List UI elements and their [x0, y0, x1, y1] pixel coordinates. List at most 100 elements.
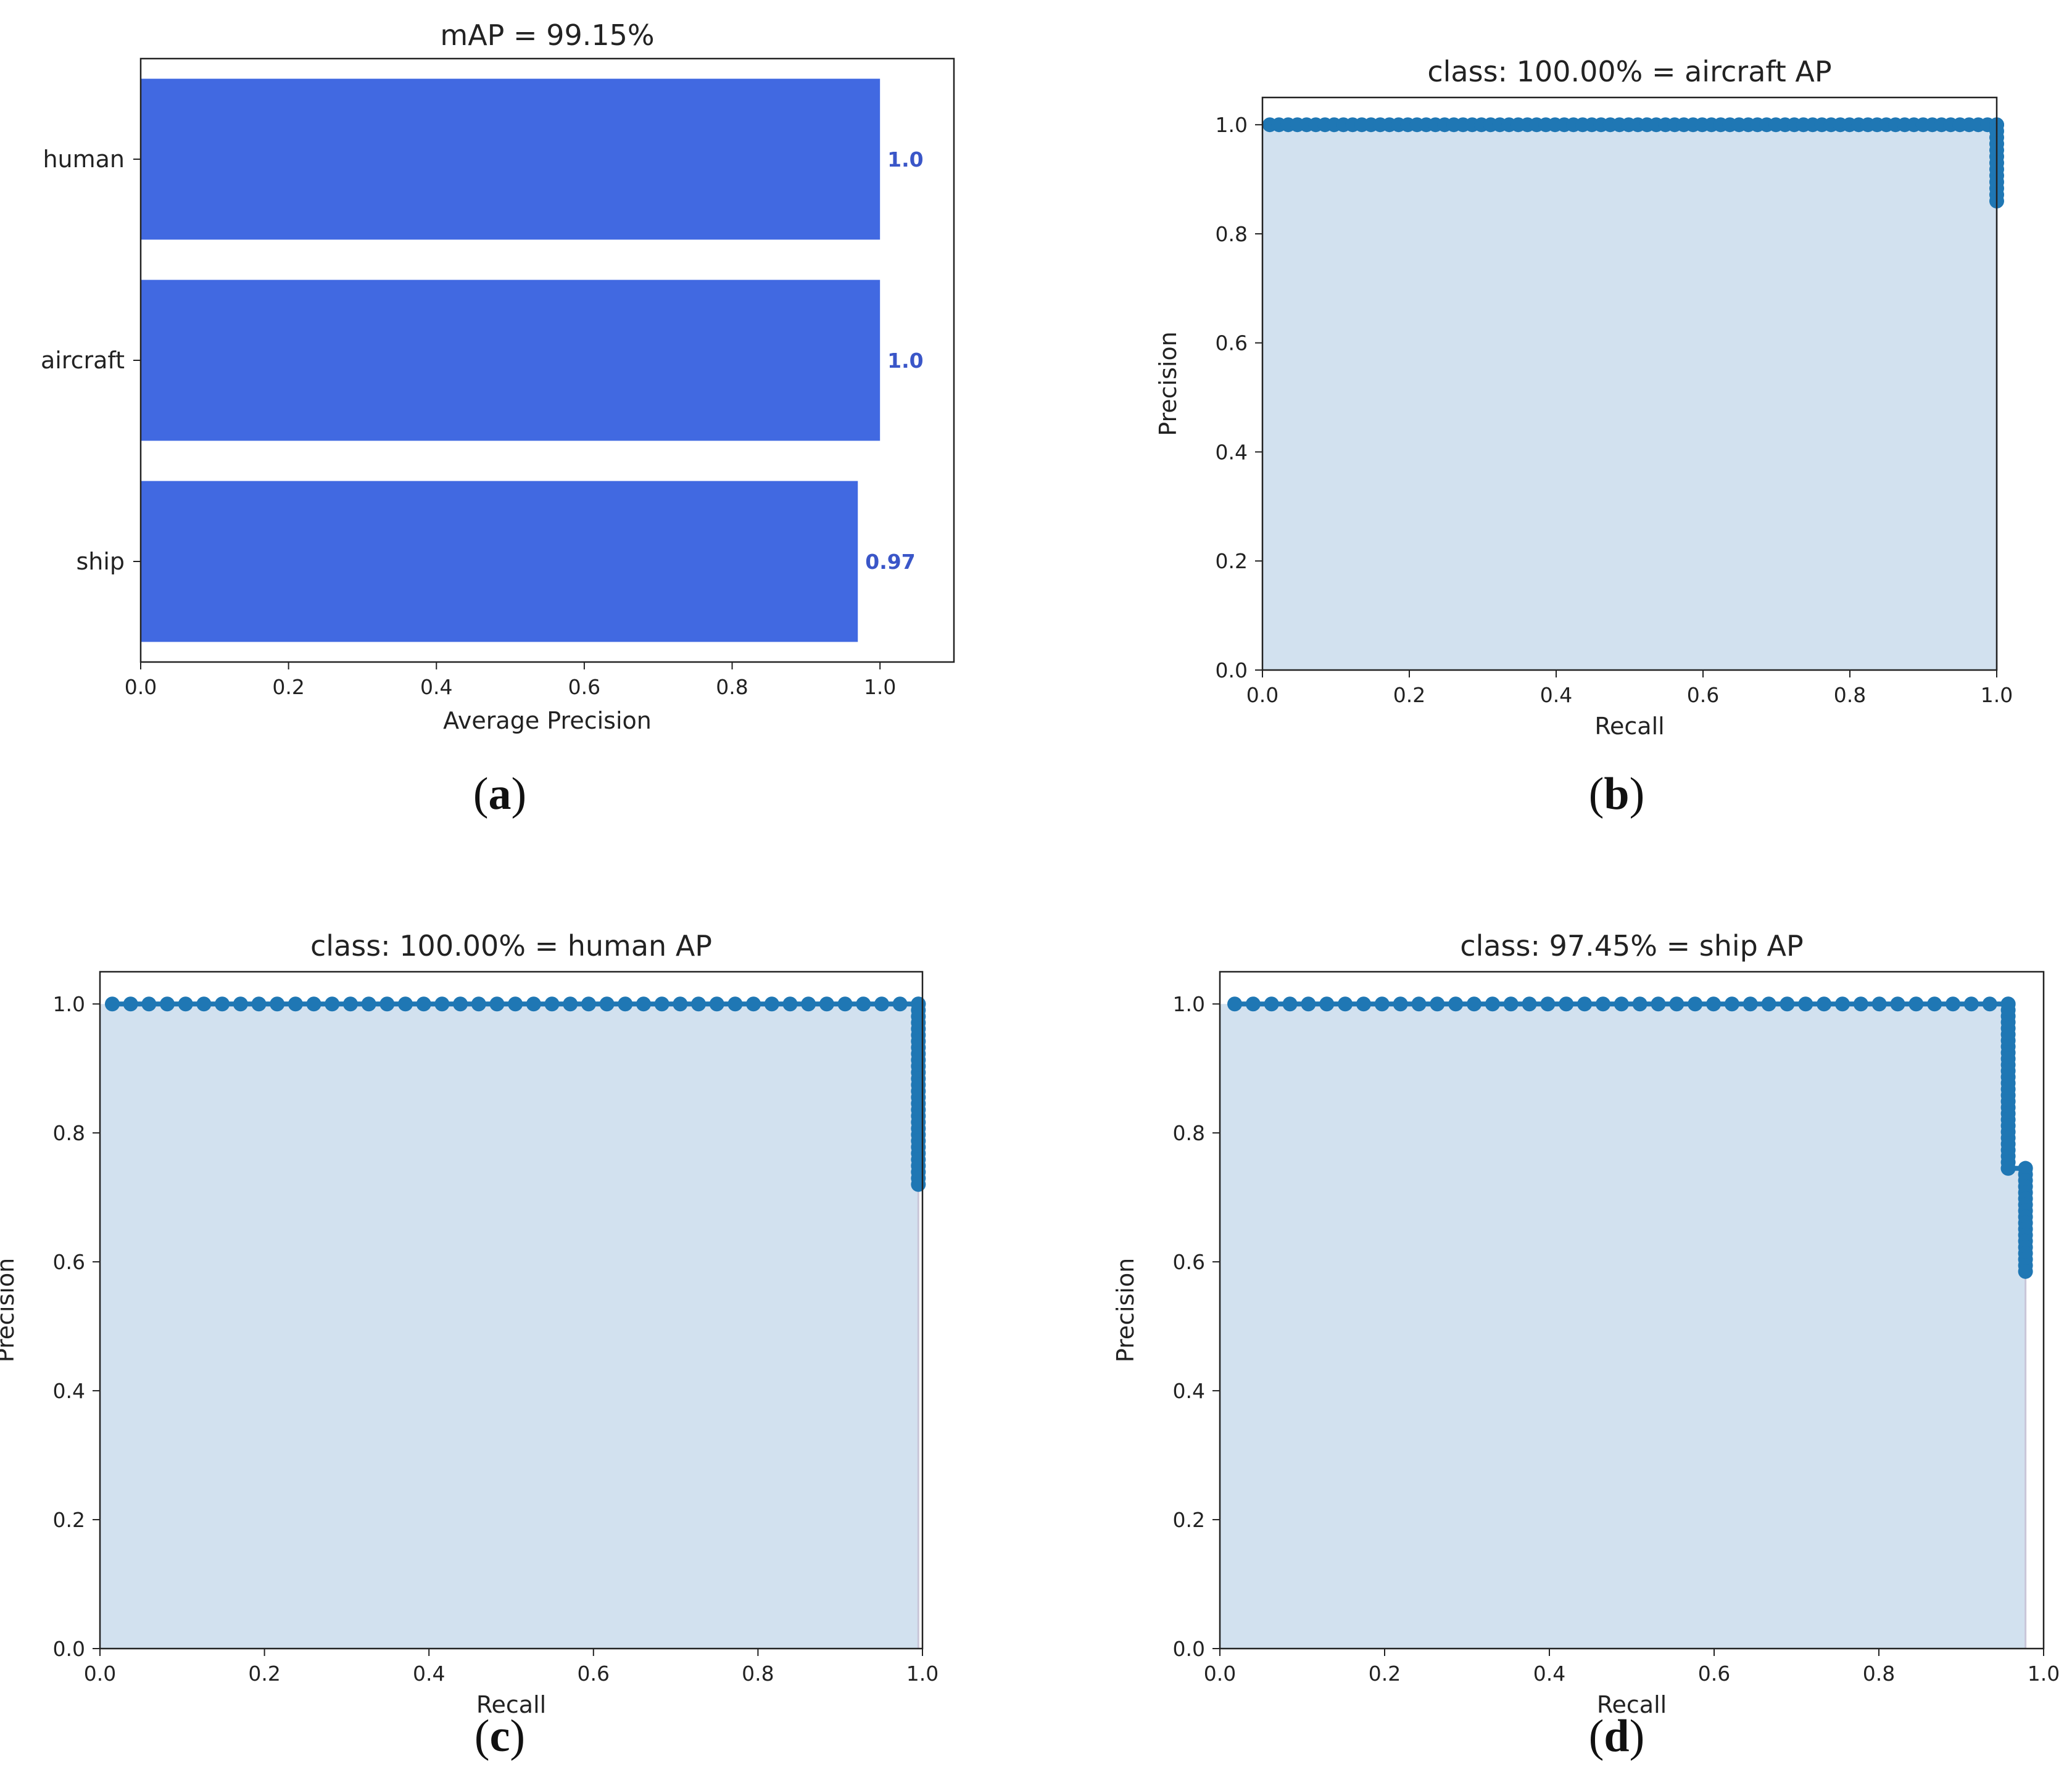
y-tick-label: 0.4	[1173, 1379, 1205, 1403]
pr-marker	[1871, 996, 1887, 1012]
y-tick-label: 0.2	[1216, 549, 1248, 573]
pr-marker	[1245, 996, 1261, 1012]
pr-marker	[508, 996, 523, 1012]
y-tick-label: aircraft	[41, 347, 125, 374]
caption-a: (a)	[473, 769, 527, 819]
pr-marker	[1688, 996, 1703, 1012]
pr-marker	[1927, 996, 1942, 1012]
pr-marker	[1411, 996, 1427, 1012]
pr-marker	[746, 996, 761, 1012]
x-tick-label: 0.2	[272, 675, 304, 699]
x-tick-label: 0.2	[1393, 683, 1425, 707]
y-tick-label: 0.6	[1173, 1250, 1205, 1274]
x-tick-label: 0.0	[1204, 1662, 1236, 1686]
x-tick-label: 0.4	[413, 1662, 445, 1686]
y-tick-label: 0.6	[53, 1250, 85, 1274]
pr-marker	[1485, 996, 1500, 1012]
x-tick-label: 0.6	[568, 675, 600, 699]
plot-frame	[99, 971, 924, 1650]
pr-marker	[453, 996, 468, 1012]
pr-marker	[1264, 996, 1279, 1012]
pr-marker	[196, 996, 212, 1012]
y-axis-label: Precision	[1112, 1258, 1139, 1363]
pr-marker	[1227, 996, 1243, 1012]
pr-marker	[837, 996, 853, 1012]
x-tick-label: 0.8	[742, 1662, 774, 1686]
pr-marker	[2018, 1264, 2033, 1279]
y-tick-label: 0.4	[1216, 440, 1248, 464]
bar-value-label: 1.0	[887, 349, 923, 373]
pr-marker	[636, 996, 651, 1012]
x-tick-label: 0.4	[1540, 683, 1572, 707]
pr-marker	[618, 996, 633, 1012]
pr-marker	[489, 996, 505, 1012]
pr-marker	[801, 996, 816, 1012]
x-tick-label: 1.0	[864, 675, 896, 699]
pr-marker	[1798, 996, 1813, 1012]
y-tick-label: 0.8	[53, 1121, 85, 1145]
bar-value-label: 1.0	[887, 147, 923, 172]
pr-marker	[1651, 996, 1666, 1012]
pr-marker	[1780, 996, 1795, 1012]
pr-marker	[1706, 996, 1722, 1012]
pr-marker	[1559, 996, 1574, 1012]
y-tick-label: 0.2	[1173, 1508, 1205, 1532]
human-pr-chart: class: 100.00% = human AP 0.0 0.2 0.4 0.6 0.8…	[0, 929, 939, 1718]
pr-marker	[1834, 996, 1850, 1012]
bar-human	[141, 78, 881, 240]
pr-marker	[599, 996, 615, 1012]
caption-b: (b)	[1588, 769, 1645, 819]
pr-marker	[563, 996, 578, 1012]
pr-marker	[581, 996, 596, 1012]
pr-marker	[1595, 996, 1610, 1012]
x-axis-label: Average Precision	[443, 707, 652, 734]
pr-marker	[1319, 996, 1335, 1012]
pr-marker	[1908, 996, 1924, 1012]
pr-marker	[691, 996, 707, 1012]
y-tick-label: 1.0	[1173, 992, 1205, 1016]
x-tick-label: 0.8	[1834, 683, 1866, 707]
aircraft-pr-chart: class: 100.00% = aircraft AP 0.0 0.2 0.4 0.6…	[1154, 55, 2013, 740]
pr-marker	[141, 996, 157, 1012]
pr-marker	[1724, 996, 1739, 1012]
x-tick-label: 0.6	[578, 1662, 610, 1686]
plot-frame	[139, 57, 955, 663]
pr-marker	[1614, 996, 1629, 1012]
pr-marker	[1356, 996, 1371, 1012]
pr-marker	[1393, 996, 1408, 1012]
pr-marker	[1743, 996, 1758, 1012]
pr-marker	[434, 996, 450, 1012]
x-tick-label: 0.8	[716, 675, 748, 699]
y-tick-label: 0.0	[1216, 658, 1248, 682]
pr-marker	[1374, 996, 1390, 1012]
pr-marker	[856, 996, 871, 1012]
x-tick-label: 0.6	[1698, 1662, 1730, 1686]
pr-marker	[123, 996, 138, 1012]
pr-marker	[1761, 996, 1776, 1012]
x-tick-label: 1.0	[906, 1662, 939, 1686]
x-tick-label: 0.4	[1533, 1662, 1565, 1686]
y-tick-label: 0.0	[53, 1637, 85, 1661]
pr-marker	[1946, 996, 1961, 1012]
pr-marker	[911, 1177, 926, 1192]
x-tick-label: 1.0	[1981, 683, 2013, 707]
panel-c: class: 100.00% = human AP 0.0 0.2 0.4 0.6 0.8…	[0, 890, 1036, 1780]
caption-d: (d)	[1588, 1711, 1645, 1761]
pr-marker	[160, 996, 175, 1012]
pr-marker	[306, 996, 321, 1012]
pr-marker	[1448, 996, 1464, 1012]
pr-marker	[673, 996, 688, 1012]
pr-marker	[471, 996, 486, 1012]
pr-marker	[819, 996, 834, 1012]
pr-marker	[325, 996, 340, 1012]
pr-marker	[1817, 996, 1832, 1012]
pr-marker	[1890, 996, 1905, 1012]
pr-marker	[654, 996, 669, 1012]
map-bar-chart: mAP = 99.15% 1.0 human 1.0 aircraft 0.97 ship 0…	[41, 19, 955, 734]
pr-marker	[892, 996, 908, 1012]
y-axis-label: Precision	[1154, 331, 1182, 436]
chart-title: mAP = 99.15%	[440, 19, 654, 52]
pr-marker	[1632, 996, 1647, 1012]
y-tick-label: human	[43, 146, 125, 173]
panel-b: class: 100.00% = aircraft AP 0.0 0.2 0.4 0.6…	[1036, 0, 2072, 890]
